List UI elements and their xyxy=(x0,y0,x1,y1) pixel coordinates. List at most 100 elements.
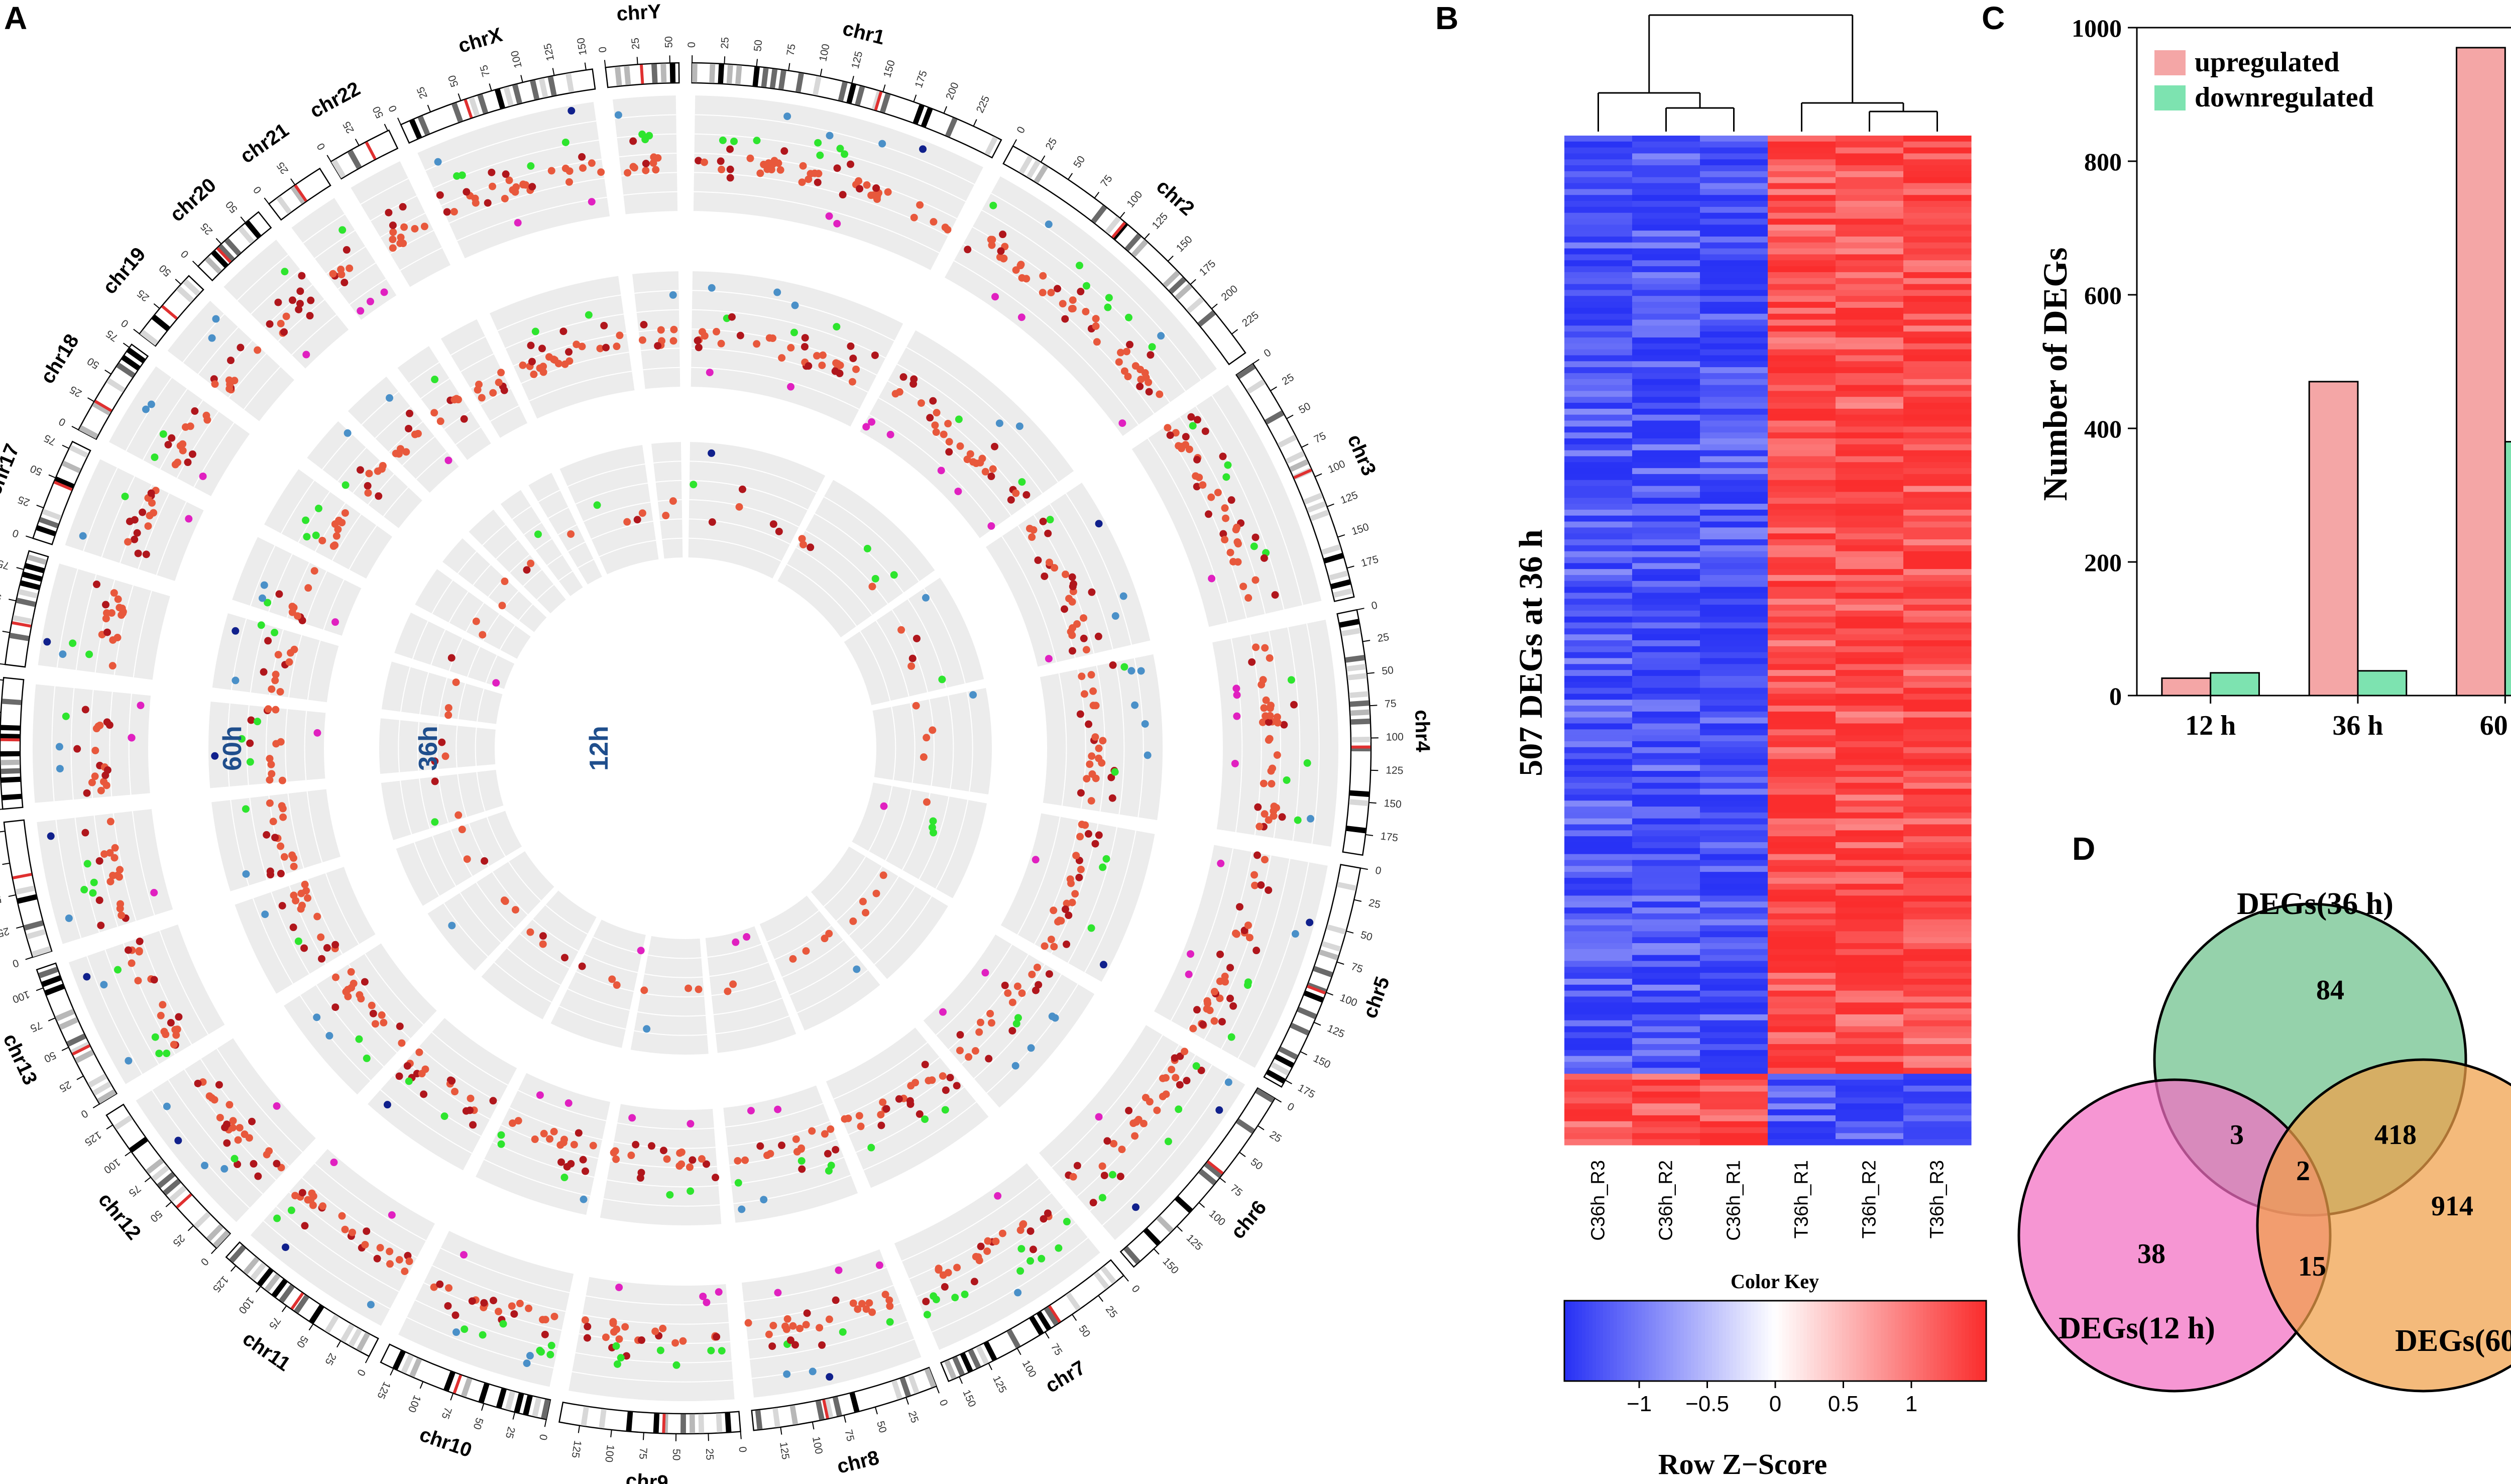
ideogram-tick xyxy=(1098,1295,1103,1302)
data-point xyxy=(344,992,352,1000)
heatmap-cell xyxy=(1903,373,1972,380)
ideogram-band xyxy=(129,1136,148,1153)
ideogram-band xyxy=(36,525,56,536)
ideogram-band xyxy=(538,78,548,98)
centromere-mark xyxy=(1207,1160,1224,1175)
heatmap-cell xyxy=(1768,456,1836,463)
heatmap-cell xyxy=(1564,925,1633,932)
track-gridline xyxy=(869,414,996,527)
data-point xyxy=(798,1165,806,1173)
track-gridline xyxy=(304,570,327,624)
ideogram-band xyxy=(243,1257,260,1275)
data-point xyxy=(297,905,305,913)
track-gridline xyxy=(694,172,949,237)
centromere-mark xyxy=(294,184,307,202)
centromere-mark xyxy=(1111,221,1126,239)
track-gridline xyxy=(193,422,235,488)
data-point xyxy=(1063,1218,1071,1226)
data-point xyxy=(1011,1062,1019,1070)
data-point xyxy=(266,320,274,328)
ideogram-band xyxy=(163,1179,181,1196)
data-point xyxy=(1261,644,1269,652)
heatmap-cell xyxy=(1700,498,1768,504)
bar-upregulated-2 xyxy=(2456,47,2506,697)
data-point xyxy=(882,1105,890,1113)
data-point xyxy=(1280,721,1288,729)
heatmap-cell xyxy=(1903,385,1972,392)
data-point xyxy=(1059,300,1067,308)
data-point xyxy=(386,1260,394,1268)
heatmap-cell xyxy=(1768,1133,1836,1139)
heatmap-cell xyxy=(1564,675,1633,682)
heatmap-cell xyxy=(1700,206,1768,213)
track-gridline xyxy=(499,625,516,650)
heatmap-cell xyxy=(1836,177,1904,184)
ideogram-band xyxy=(217,244,235,262)
data-point xyxy=(389,228,397,236)
heatmap-cell xyxy=(1700,694,1768,700)
heatmap-cell xyxy=(1564,706,1633,712)
track-gridline xyxy=(521,352,629,384)
data-point xyxy=(89,889,97,897)
ideogram-tick xyxy=(427,104,431,112)
data-point xyxy=(278,901,286,909)
data-point xyxy=(225,385,234,393)
ideogram-tick xyxy=(365,1356,370,1363)
data-point xyxy=(642,160,650,168)
data-point xyxy=(868,418,876,426)
data-point xyxy=(703,1298,711,1306)
data-point xyxy=(944,420,952,428)
data-point xyxy=(789,1322,797,1330)
ideogram-tick xyxy=(756,59,758,67)
data-point xyxy=(534,530,542,538)
data-point xyxy=(1108,1171,1116,1179)
heatmap-cell xyxy=(1632,1133,1700,1139)
ideogram-band xyxy=(116,363,136,378)
heatmap-cell xyxy=(1768,1079,1836,1086)
centromere-mark xyxy=(1048,1305,1061,1323)
heatmap-cell xyxy=(1632,551,1700,558)
heatmap-cell xyxy=(1903,581,1972,588)
heatmap-cell xyxy=(1903,836,1972,843)
ideogram-tick xyxy=(16,567,24,570)
ideogram-band xyxy=(348,1328,363,1347)
data-point xyxy=(298,1189,306,1197)
heatmap-cell xyxy=(1564,1079,1633,1086)
centromere-mark xyxy=(176,1193,192,1209)
data-point xyxy=(1087,797,1095,805)
data-point xyxy=(538,345,546,353)
heatmap-cell xyxy=(1903,533,1972,540)
track-gridline xyxy=(314,1163,426,1241)
data-point xyxy=(717,339,725,348)
ideogram-tick-label: 75 xyxy=(784,43,797,57)
data-point xyxy=(403,1062,411,1070)
heatmap-cell xyxy=(1700,706,1768,712)
data-point xyxy=(539,1316,547,1324)
ideogram-tick xyxy=(1231,329,1238,334)
track-gridline xyxy=(438,677,448,717)
heatmap-cell xyxy=(1836,379,1904,386)
heatmap-cell xyxy=(1768,218,1836,225)
color-key-gradient-step xyxy=(1631,1301,1635,1381)
heatmap-cell xyxy=(1632,907,1700,914)
heatmap-cell xyxy=(1564,1127,1633,1133)
heatmap-cell xyxy=(1836,652,1904,659)
track-gridline xyxy=(634,1030,707,1036)
color-key-gradient-step xyxy=(1673,1301,1677,1381)
data-point xyxy=(242,805,250,813)
heatmap-cell xyxy=(1564,385,1633,392)
heatmap-cell xyxy=(1768,753,1836,760)
color-key-gradient-step xyxy=(1754,1301,1758,1381)
ideogram-tick xyxy=(153,303,160,309)
heatmap-cell xyxy=(1903,967,1972,973)
data-point xyxy=(1018,478,1026,486)
data-point xyxy=(1070,580,1078,588)
color-key-gradient-step xyxy=(1849,1301,1853,1381)
data-point xyxy=(814,178,822,186)
data-point xyxy=(1085,720,1093,728)
ideogram-band xyxy=(264,1273,281,1292)
heatmap-cell xyxy=(1632,771,1700,777)
data-point xyxy=(1017,1245,1025,1253)
data-point xyxy=(931,421,939,429)
